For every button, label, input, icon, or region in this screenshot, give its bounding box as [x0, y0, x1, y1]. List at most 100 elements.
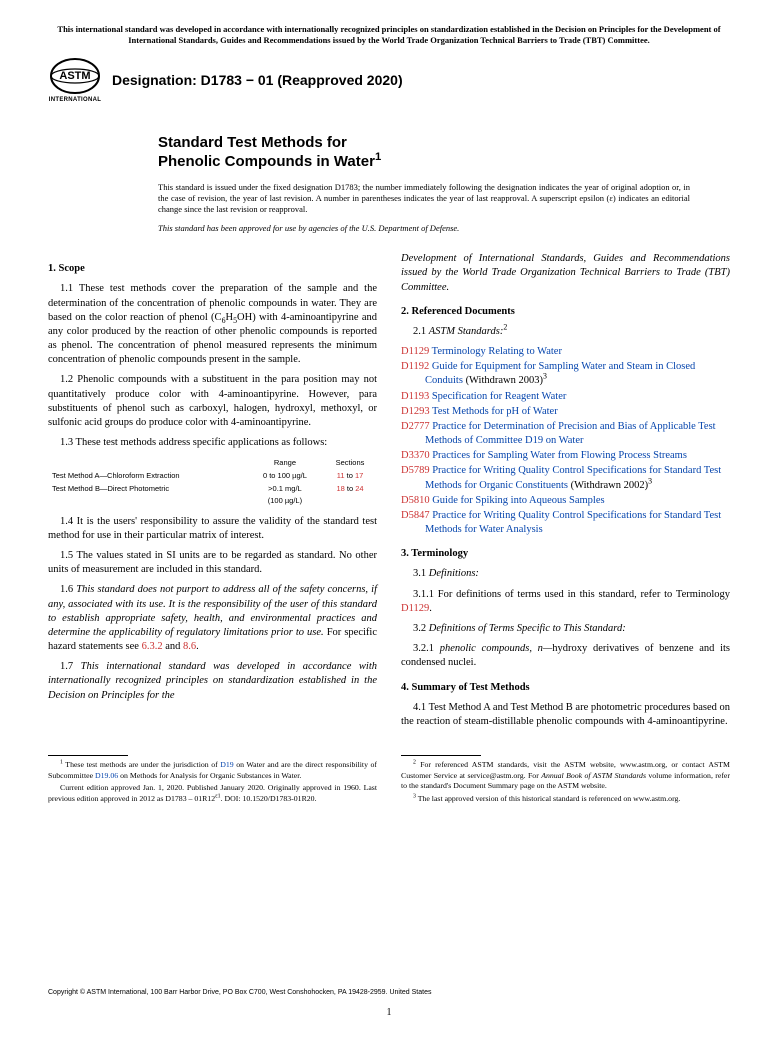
ref-item: D1293 Test Methods for pH of Water — [401, 405, 730, 419]
fn-rule — [401, 755, 481, 756]
ref-item: D1129 Terminology Relating to Water — [401, 345, 730, 359]
t: . DOI: 10.1520/D1783-01R20. — [221, 794, 317, 803]
td: 18 to 24 — [323, 483, 377, 495]
td: (100 µg/L) — [247, 495, 323, 507]
para-1-4: 1.4 It is the users' responsibility to a… — [48, 515, 377, 543]
dod-note: This standard has been approved for use … — [158, 223, 690, 234]
issue-note: This standard is issued under the fixed … — [158, 182, 690, 215]
committee-link[interactable]: D19 — [220, 760, 233, 769]
th-3: Sections — [323, 456, 377, 470]
sec-link[interactable]: 6.3.2 — [142, 641, 163, 652]
footnotes-left: 1 These test methods are under the juris… — [48, 755, 377, 806]
section-1-head: 1. Scope — [48, 262, 377, 276]
ref-code[interactable]: D1192 — [401, 361, 429, 372]
para-1-7-cont: Development of International Standards, … — [401, 252, 730, 295]
para-1-3: 1.3 These test methods address specific … — [48, 436, 377, 450]
td: >0.1 mg/L — [247, 483, 323, 495]
para-1-5: 1.5 The values stated in SI units are to… — [48, 549, 377, 577]
ref-title[interactable]: Terminology Relating to Water — [432, 346, 562, 357]
ref-code[interactable]: D5810 — [401, 495, 430, 506]
th-2: Range — [247, 456, 323, 470]
sub-3-2: 3.2 Definitions of Terms Specific to Thi… — [401, 622, 730, 636]
ref-code[interactable]: D1193 — [401, 391, 429, 402]
t: These test methods are under the jurisdi… — [63, 760, 220, 769]
ref-title[interactable]: Specification for Reagent Water — [432, 391, 567, 402]
sub-3-1: 3.1 Definitions: — [401, 567, 730, 581]
ref-item: D5810 Guide for Spiking into Aqueous Sam… — [401, 494, 730, 508]
page-number: 1 — [0, 1006, 778, 1020]
fn-1: 1 These test methods are under the juris… — [48, 760, 377, 781]
t: and — [163, 641, 183, 652]
ref-code[interactable]: D5847 — [401, 510, 430, 521]
td: Test Method B—Direct Photometric — [48, 483, 247, 495]
title-block: Standard Test Methods for Phenolic Compo… — [158, 134, 690, 234]
ref-item: D3370 Practices for Sampling Water from … — [401, 449, 730, 463]
t: 2 — [503, 322, 507, 331]
ref-tail: (Withdrawn 2003) — [463, 375, 543, 386]
ref-code[interactable]: D5789 — [401, 465, 430, 476]
title-line-2: Phenolic Compounds in Water — [158, 153, 375, 170]
para-1-1: 1.1 These test methods cover the prepara… — [48, 282, 377, 367]
body-columns: 1. Scope 1.1 These test methods cover th… — [48, 252, 730, 735]
sec-link[interactable]: 24 — [355, 484, 363, 493]
fn-1b: Current edition approved Jan. 1, 2020. P… — [48, 783, 377, 804]
footnotes-right: 2 For referenced ASTM standards, visit t… — [401, 755, 730, 806]
ref-tail-sup: 3 — [648, 476, 652, 485]
td: 0 to 100 µg/L — [247, 470, 323, 482]
ref-item: D1193 Specification for Reagent Water — [401, 390, 730, 404]
footnotes: 1 These test methods are under the juris… — [48, 755, 730, 806]
svg-text:ASTM: ASTM — [59, 70, 90, 82]
para-4-1: 4.1 Test Method A and Test Method B are … — [401, 701, 730, 729]
section-3-head: 3. Terminology — [401, 547, 730, 561]
ref-item: D1192 Guide for Equipment for Sampling W… — [401, 360, 730, 388]
page-title: Standard Test Methods for Phenolic Compo… — [158, 134, 690, 172]
t: to — [345, 484, 355, 493]
ref-code[interactable]: D1129 — [401, 346, 429, 357]
designation: Designation: D1783 − 01 (Reapproved 2020… — [112, 71, 403, 90]
ref-code[interactable]: D3370 — [401, 450, 430, 461]
section-4-head: 4. Summary of Test Methods — [401, 681, 730, 695]
left-column: 1. Scope 1.1 These test methods cover th… — [48, 252, 377, 735]
td: Test Method A—Chloroform Extraction — [48, 470, 247, 482]
ref-title[interactable]: Test Methods for pH of Water — [432, 406, 558, 417]
astm-logo-icon: ASTM — [49, 57, 101, 95]
para-1-2: 1.2 Phenolic compounds with a substituen… — [48, 373, 377, 430]
t: 2.1 — [413, 326, 429, 337]
fn-rule — [48, 755, 128, 756]
ref-code[interactable]: D1293 — [401, 406, 430, 417]
t: 3.1.1 For definitions of terms used in t… — [413, 589, 730, 600]
t: 3.1 — [413, 568, 429, 579]
th-1 — [48, 456, 247, 470]
t: to — [345, 471, 355, 480]
ref-code[interactable]: D2777 — [401, 421, 430, 432]
logo-label: INTERNATIONAL — [49, 96, 101, 104]
ref-item: D5789 Practice for Writing Quality Contr… — [401, 464, 730, 492]
right-column: Development of International Standards, … — [401, 252, 730, 735]
ref-title[interactable]: Practices for Sampling Water from Flowin… — [432, 450, 687, 461]
methods-table: Range Sections Test Method A—Chloroform … — [48, 456, 377, 507]
subcommittee-link[interactable]: D19.06 — [95, 771, 118, 780]
ref-title[interactable]: Practice for Writing Quality Control Spe… — [425, 510, 721, 535]
para-1-6: 1.6 This standard does not purport to ad… — [48, 583, 377, 654]
ref-item: D5847 Practice for Writing Quality Contr… — [401, 509, 730, 537]
t: 3.2 — [413, 623, 429, 634]
t: ASTM Standards: — [429, 326, 504, 337]
para-3-1-1: 3.1.1 For definitions of terms used in t… — [401, 588, 730, 616]
t: 1.7 — [60, 661, 81, 672]
header: ASTM INTERNATIONAL Designation: D1783 − … — [48, 56, 730, 104]
sec-link[interactable]: 17 — [355, 471, 363, 480]
title-sup: 1 — [375, 151, 381, 163]
td: 11 to 17 — [323, 470, 377, 482]
sec-link[interactable]: 11 — [337, 471, 345, 480]
title-line-1: Standard Test Methods for — [158, 134, 347, 151]
ref-link[interactable]: D1129 — [401, 603, 429, 614]
t: Definitions of Terms Specific to This St… — [429, 623, 626, 634]
top-notice: This international standard was develope… — [48, 24, 730, 46]
ref-title[interactable]: Practice for Determination of Precision … — [425, 421, 716, 446]
sec-link[interactable]: 8.6 — [183, 641, 196, 652]
ref-title[interactable]: Guide for Spiking into Aqueous Samples — [432, 495, 604, 506]
t: This international standard was develope… — [48, 661, 377, 700]
sec-link[interactable]: 18 — [336, 484, 344, 493]
sub-2-1: 2.1 ASTM Standards:2 — [401, 325, 730, 339]
t: 1.6 — [60, 584, 76, 595]
